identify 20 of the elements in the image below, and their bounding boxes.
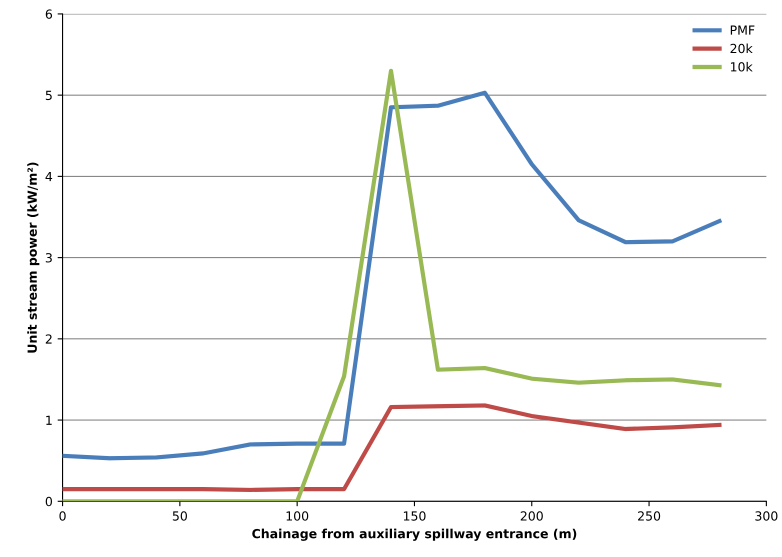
legend-label: 10k	[730, 62, 753, 72]
x-tick-label: 50	[172, 511, 187, 521]
legend-label: 20k	[730, 44, 753, 54]
legend-label: PMF	[730, 26, 754, 35]
y-axis-title: Unit stream power (kW/m²)	[27, 162, 40, 353]
line-series	[62, 403, 722, 492]
x-tick-label: 0	[59, 511, 66, 521]
y-tick-label: 2	[46, 334, 52, 344]
x-axis-title: Chainage from auxiliary spillway entrance (m)	[252, 528, 576, 541]
x-tick-label: 100	[286, 511, 308, 521]
x-tick-label: 150	[404, 511, 426, 521]
x-tick-label: 250	[638, 511, 660, 521]
x-tick-label: 300	[755, 511, 778, 521]
y-tick-label: 6	[46, 9, 52, 19]
y-tick-label: 4	[45, 172, 52, 182]
y-tick-label: 1	[46, 416, 52, 425]
y-tick-label: 0	[46, 496, 52, 506]
x-tick-label: 200	[520, 511, 543, 521]
y-tick-label: 3	[46, 253, 52, 263]
y-tick-label: 5	[46, 90, 52, 100]
